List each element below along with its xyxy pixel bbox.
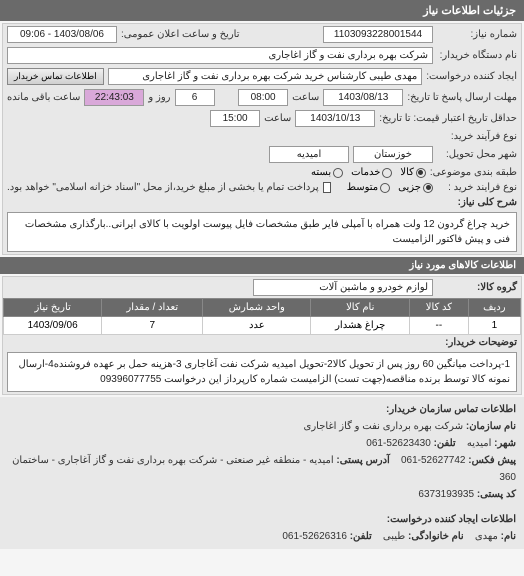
- col-qty: تعداد / مقدار: [102, 299, 203, 317]
- org-name: شرکت بهره برداری نفت و گاز اغاجاری: [304, 421, 464, 432]
- org-city: امیدیه: [467, 438, 492, 449]
- radio-pack[interactable]: بسته: [311, 167, 343, 178]
- group-value: لوازم خودرو و ماشین آلات: [253, 279, 433, 296]
- price-deadline-time: 15:00: [210, 110, 260, 127]
- announce-label: تاریخ و ساعت اعلان عمومی:: [121, 29, 240, 40]
- requester-value: مهدی طیبی کارشناس خرید شرکت بهره برداری …: [108, 68, 423, 85]
- req-header: اطلاعات ایجاد کننده درخواست:: [387, 514, 516, 525]
- table-row: 1 -- چراغ هشدار عدد 7 1403/09/06: [4, 317, 521, 335]
- buyer-notes-text: 1-پرداخت میانگین 60 روز پس از تحویل کالا…: [7, 352, 517, 392]
- need-desc-label: شرح کلی نیاز:: [437, 197, 517, 208]
- delivery-city-label: شهر محل تحویل:: [437, 149, 517, 160]
- req-family: طیبی: [383, 531, 405, 542]
- requester-label: ایجاد کننده درخواست:: [426, 71, 517, 82]
- announce-value: 1403/08/06 - 09:06: [7, 26, 117, 43]
- org-name-lbl: نام سازمان:: [466, 421, 516, 432]
- col-code: کد کالا: [410, 299, 469, 317]
- deadline-date: 1403/08/13: [323, 89, 403, 106]
- radio-jozi[interactable]: جزیی: [398, 182, 433, 193]
- process-type-label: نوع فرآیند خرید:: [437, 131, 517, 142]
- radio-khadamat[interactable]: خدمات: [351, 167, 392, 178]
- treasury-checkbox[interactable]: [323, 182, 331, 193]
- req-tel: 52626316-061: [282, 531, 347, 542]
- org-post-lbl: کد پستی:: [477, 489, 516, 500]
- radio-motavasset[interactable]: متوسط: [347, 182, 390, 193]
- days-remaining: 6: [175, 89, 215, 106]
- org-header: اطلاعات تماس سازمان خریدار:: [386, 404, 516, 415]
- price-deadline-date: 1403/10/13: [295, 110, 375, 127]
- org-tel: 52623430-061: [366, 438, 431, 449]
- table-header-row: ردیف کد کالا نام کالا واحد شمارش تعداد /…: [4, 299, 521, 317]
- org-city-lbl: شهر:: [494, 438, 516, 449]
- cell-code: --: [410, 317, 469, 335]
- need-desc-text: خرید چراغ گردون 12 ولت همراه با آمپلی فا…: [7, 212, 517, 252]
- cell-date: 1403/09/06: [4, 317, 102, 335]
- cell-qty: 7: [102, 317, 203, 335]
- cell-unit: عدد: [203, 317, 311, 335]
- radio-kala[interactable]: کالا: [400, 167, 426, 178]
- org-post: 6373193935: [418, 489, 474, 500]
- org-contact-block: اطلاعات تماس سازمان خریدار: نام سازمان: …: [0, 397, 524, 507]
- req-family-lbl: نام خانوادگی:: [408, 531, 464, 542]
- pkg-radio-group: کالا خدمات بسته: [311, 167, 426, 178]
- treasury-checkbox-label: پرداخت تمام یا بخشی از مبلغ خرید،از محل …: [7, 182, 319, 193]
- buyer-notes-label: توضیحات خریدار:: [437, 337, 517, 348]
- buy-type-label: نوع فرایند خرید :: [437, 182, 517, 193]
- price-deadline-label: حداقل تاریخ اعتبار قیمت: تا تاریخ:: [379, 113, 517, 124]
- time-label-2: ساعت: [264, 113, 291, 124]
- org-tel-lbl: تلفن:: [434, 438, 456, 449]
- deadline-label: مهلت ارسال پاسخ تا تاریخ:: [407, 92, 517, 103]
- buyer-org-value: شرکت بهره برداری نفت و گاز اغاجاری: [7, 47, 433, 64]
- col-name: نام کالا: [311, 299, 410, 317]
- cell-name: چراغ هشدار: [311, 317, 410, 335]
- page-title: جزئیات اطلاعات نیاز: [423, 5, 516, 17]
- req-tel-lbl: تلفن:: [350, 531, 372, 542]
- pkg-label: طبقه بندی موضوعی:: [430, 167, 517, 178]
- org-fax: 52627742-061: [401, 455, 466, 466]
- need-no-value: 1103093228001544: [323, 26, 433, 43]
- need-no-label: شماره نیاز:: [437, 29, 517, 40]
- contact-buyer-button[interactable]: اطلاعات تماس خریدار: [7, 68, 104, 85]
- remain-label: ساعت باقی مانده: [7, 92, 80, 103]
- buyer-org-label: نام دستگاه خریدار:: [437, 50, 517, 61]
- col-date: تاریخ نیاز: [4, 299, 102, 317]
- req-name: مهدی: [475, 531, 498, 542]
- deadline-time: 08:00: [238, 89, 288, 106]
- org-addr-lbl: آدرس پستی:: [336, 455, 389, 466]
- org-fax-lbl: پیش فکس:: [468, 455, 516, 466]
- goods-info-header: اطلاعات کالاهای مورد نیاز: [0, 257, 524, 274]
- days-label: روز و: [148, 92, 170, 103]
- goods-table: ردیف کد کالا نام کالا واحد شمارش تعداد /…: [3, 298, 521, 335]
- need-info-section: شماره نیاز: 1103093228001544 تاریخ و ساع…: [2, 23, 522, 255]
- buy-type-radio-group: جزیی متوسط: [347, 182, 433, 193]
- col-row: ردیف: [468, 299, 520, 317]
- cell-row: 1: [468, 317, 520, 335]
- group-label: گروه کالا:: [437, 282, 517, 293]
- requester-contact-block: اطلاعات ایجاد کننده درخواست: نام: مهدی ن…: [0, 507, 524, 549]
- page-header: جزئیات اطلاعات نیاز: [0, 0, 524, 21]
- req-name-lbl: نام:: [501, 531, 516, 542]
- delivery-city: امیدیه: [269, 146, 349, 163]
- delivery-province: خوزستان: [353, 146, 433, 163]
- time-label-1: ساعت: [292, 92, 319, 103]
- goods-section: گروه کالا: لوازم خودرو و ماشین آلات ردیف…: [2, 276, 522, 395]
- col-unit: واحد شمارش: [203, 299, 311, 317]
- time-remaining: 22:43:03: [84, 89, 144, 106]
